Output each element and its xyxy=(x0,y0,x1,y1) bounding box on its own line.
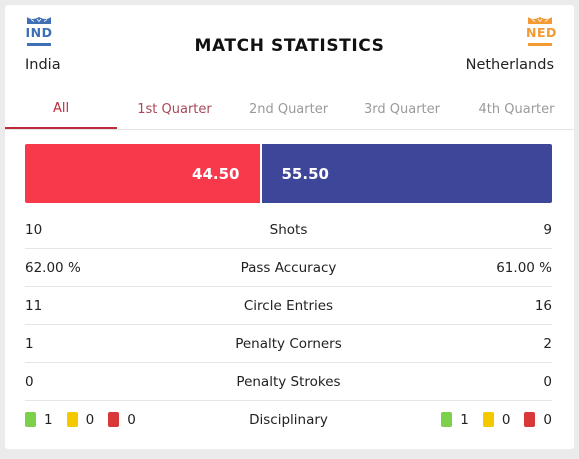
home-red-count: 0 xyxy=(127,411,136,428)
away-possession: 55.50 xyxy=(259,144,552,203)
quarter-tabs: All 1st Quarter 2nd Quarter 3rd Quarter … xyxy=(5,89,574,130)
tab-2nd-quarter[interactable]: 2nd Quarter xyxy=(248,101,329,117)
home-penalty-strokes: 0 xyxy=(25,373,34,390)
possession-bar: 44.50 55.50 xyxy=(25,144,552,203)
home-team-name: India xyxy=(25,57,61,73)
red-card-icon xyxy=(108,412,120,427)
tab-all[interactable]: All xyxy=(5,89,117,129)
home-shots: 10 xyxy=(25,221,43,238)
tab-4th-quarter[interactable]: 4th Quarter xyxy=(478,101,555,117)
stat-row-penalty-strokes: 0 Penalty Strokes 0 xyxy=(25,363,552,401)
away-team-code: NED xyxy=(526,25,557,40)
stat-label-circle-entries: Circle Entries xyxy=(243,297,334,314)
home-team-code: IND xyxy=(25,25,53,40)
home-circle-entries: 11 xyxy=(25,297,43,314)
stat-label-penalty-strokes: Penalty Strokes xyxy=(236,373,341,390)
stats-table: 10 Shots 9 62.00 % Pass Accuracy 61.00 %… xyxy=(25,211,552,438)
away-green-count: 1 xyxy=(460,411,469,428)
home-yellow-count: 0 xyxy=(85,411,95,428)
away-red-count: 0 xyxy=(543,411,552,428)
stat-row-disciplinary: 1 0 0 Disciplinary 1 0 0 xyxy=(25,401,552,438)
tab-1st-quarter[interactable]: 1st Quarter xyxy=(137,101,212,117)
home-pass-accuracy: 62.00 % xyxy=(25,259,81,276)
away-penalty-corners: 2 xyxy=(543,335,552,352)
stat-row-penalty-corners: 1 Penalty Corners 2 xyxy=(25,325,552,363)
home-penalty-corners: 1 xyxy=(25,335,34,352)
stat-row-pass-accuracy: 62.00 % Pass Accuracy 61.00 % xyxy=(25,249,552,287)
red-card-icon xyxy=(524,412,536,427)
stat-row-shots: 10 Shots 9 xyxy=(25,211,552,249)
match-statistics-card: IND India MATCH STATISTICS NED Netherlan… xyxy=(5,5,574,449)
home-possession: 44.50 xyxy=(25,144,260,203)
away-penalty-strokes: 0 xyxy=(543,373,552,390)
stat-label-penalty-corners: Penalty Corners xyxy=(235,335,342,352)
stat-row-circle-entries: 11 Circle Entries 16 xyxy=(25,287,552,325)
away-team-name: Netherlands xyxy=(465,57,554,73)
stat-label-pass-accuracy: Pass Accuracy xyxy=(240,259,337,276)
home-flag-icon: IND xyxy=(25,17,53,51)
away-shots: 9 xyxy=(543,221,552,238)
away-yellow-count: 0 xyxy=(501,411,511,428)
home-disciplinary: 1 0 0 xyxy=(25,412,136,428)
yellow-card-icon xyxy=(482,412,494,427)
yellow-card-icon xyxy=(66,412,78,427)
away-team: NED Netherlands xyxy=(465,17,557,73)
stat-label-shots: Shots xyxy=(269,221,308,238)
page-title: MATCH STATISTICS xyxy=(194,36,385,56)
stat-label-disciplinary: Disciplinary xyxy=(249,411,328,428)
away-circle-entries: 16 xyxy=(534,297,552,314)
home-team: IND India xyxy=(25,17,61,73)
green-card-icon xyxy=(441,412,453,427)
away-disciplinary: 1 0 0 xyxy=(441,412,552,428)
tab-3rd-quarter[interactable]: 3rd Quarter xyxy=(364,101,440,117)
green-card-icon xyxy=(25,412,36,427)
home-green-count: 1 xyxy=(44,411,53,428)
away-pass-accuracy: 61.00 % xyxy=(496,259,552,276)
away-flag-icon: NED xyxy=(526,17,557,51)
